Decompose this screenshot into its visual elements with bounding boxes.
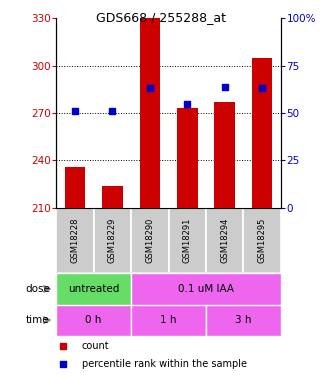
Text: dose: dose <box>25 284 50 294</box>
Bar <box>169 208 206 273</box>
Text: count: count <box>82 341 109 351</box>
Point <box>222 84 227 90</box>
Text: 0.1 uM IAA: 0.1 uM IAA <box>178 284 234 294</box>
Point <box>72 108 77 114</box>
Point <box>110 108 115 114</box>
Bar <box>56 273 131 304</box>
Text: percentile rank within the sample: percentile rank within the sample <box>82 359 247 369</box>
Text: 3 h: 3 h <box>235 315 252 325</box>
Bar <box>252 58 273 208</box>
Bar <box>94 208 131 273</box>
Text: time: time <box>26 315 50 325</box>
Bar <box>56 304 131 336</box>
Text: GDS668 / 255288_at: GDS668 / 255288_at <box>96 11 225 24</box>
Bar <box>243 208 281 273</box>
Bar <box>131 304 206 336</box>
Bar <box>177 108 197 208</box>
Text: GSM18228: GSM18228 <box>70 218 79 263</box>
Point <box>147 86 152 92</box>
Bar <box>206 304 281 336</box>
Text: GSM18295: GSM18295 <box>258 218 267 263</box>
Text: GSM18291: GSM18291 <box>183 218 192 263</box>
Text: 1 h: 1 h <box>160 315 177 325</box>
Bar <box>214 102 235 208</box>
Text: untreated: untreated <box>68 284 119 294</box>
Point <box>185 100 190 106</box>
Text: GSM18290: GSM18290 <box>145 218 154 263</box>
Bar <box>206 208 243 273</box>
Bar <box>131 208 169 273</box>
Text: 0 h: 0 h <box>85 315 102 325</box>
Text: GSM18294: GSM18294 <box>220 218 229 263</box>
Bar <box>102 186 123 208</box>
Point <box>260 86 265 92</box>
Bar <box>56 208 94 273</box>
Point <box>60 343 65 349</box>
Bar <box>131 273 281 304</box>
Text: GSM18229: GSM18229 <box>108 218 117 263</box>
Bar <box>140 18 160 208</box>
Point <box>60 361 65 367</box>
Bar <box>65 167 85 208</box>
